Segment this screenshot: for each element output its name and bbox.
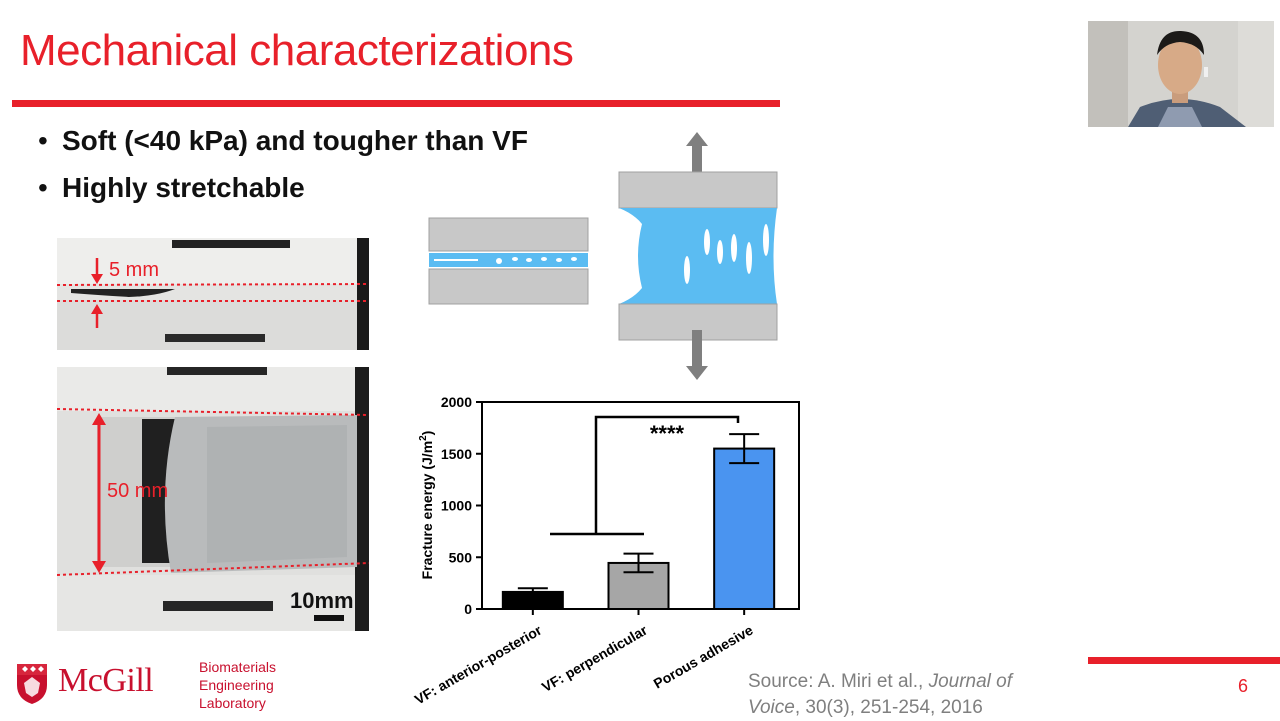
source-prefix: Source: A. Miri et al., — [748, 671, 929, 692]
significance-marker: **** — [650, 421, 685, 446]
presenter-webcam — [1088, 21, 1274, 127]
bar-3 — [713, 447, 776, 611]
source-journal-1: Journal of — [928, 671, 1013, 692]
y-tick-label: 2000 — [441, 394, 472, 410]
page-number: 6 — [1238, 676, 1249, 696]
chart-bars — [501, 447, 776, 611]
bullet-marker: • — [38, 172, 48, 203]
mcgill-wordmark: McGill — [58, 662, 154, 699]
bullet-item-soft: • Soft (<40 kPa) and tougher than VF — [38, 125, 528, 157]
x-tick-label: Porous adhesive — [651, 622, 756, 692]
adhesive-schematic-stretched — [618, 132, 778, 380]
source-citation: Source: A. Miri et al., Journal of Voice,… — [748, 669, 1012, 721]
presenter-image — [1088, 21, 1274, 127]
source-suffix: , 30(3), 251-254, 2016 — [794, 697, 983, 718]
bullet-item-stretchable: • Highly stretchable — [38, 172, 305, 204]
footer-divider — [1088, 657, 1280, 664]
tensile-photo-initial-image — [57, 238, 369, 350]
scale-bar-label: 10mm — [290, 588, 354, 613]
slide-title: Mechanical characterizations — [20, 26, 574, 75]
y-tick-label: 500 — [449, 549, 473, 565]
bullet-marker: • — [38, 125, 48, 156]
mcgill-crest-icon — [17, 664, 47, 704]
y-tick-label: 0 — [464, 601, 472, 617]
lab-name-line: Laboratory — [199, 695, 266, 711]
lab-name: Biomaterials Engineering Laboratory — [199, 658, 276, 712]
title-divider — [12, 100, 780, 107]
tensile-photo-stretched-image — [57, 367, 369, 631]
y-tick-label: 1500 — [441, 446, 472, 462]
y-axis-label: Fracture energy (J/m2) — [418, 431, 435, 580]
bullet-text: Highly stretchable — [62, 172, 305, 203]
stretch-label-50mm: 50 mm — [107, 480, 169, 502]
y-axis: 0 500 1000 1500 2000 — [441, 394, 482, 617]
y-tick-label: 1000 — [441, 498, 472, 514]
x-tick-label: VF: perpendicular — [539, 621, 651, 695]
tensile-photo-initial: 5 mm — [57, 238, 369, 350]
lab-name-line: Biomaterials — [199, 659, 277, 675]
gap-label-5mm: 5 mm — [109, 259, 159, 281]
adhesive-schematic-initial — [428, 217, 589, 305]
pull-up-arrow-icon — [686, 132, 708, 180]
bullet-text: Soft (<40 kPa) and tougher than VF — [62, 125, 528, 156]
tensile-photo-stretched: 50 mm 10mm — [57, 367, 369, 631]
fracture-energy-chart: 0 500 1000 1500 2000 VF: anterior-posteriorV… — [412, 394, 800, 708]
error-bars — [517, 433, 760, 597]
significance-bracket — [550, 415, 740, 536]
source-journal-2: Voice — [748, 697, 795, 718]
x-tick-label: VF: anterior-posterior — [412, 621, 545, 707]
lab-name-line: Engineering — [199, 677, 274, 693]
pull-down-arrow-icon — [686, 330, 708, 380]
